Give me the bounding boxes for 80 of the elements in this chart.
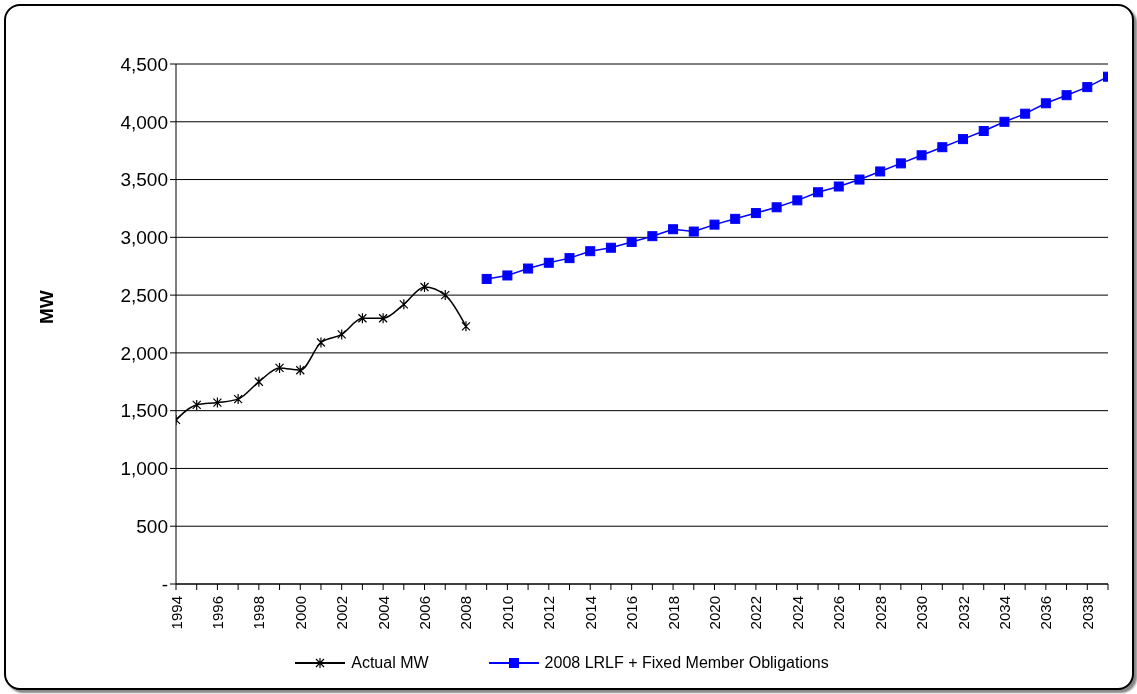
point [916,150,927,161]
y-tick-label: 500 [136,515,168,537]
point [833,181,844,192]
y-tick-label: 4,500 [120,53,168,75]
y-tick-label: 1,500 [120,400,168,422]
y-tick-label: 2,000 [120,342,168,364]
y-tick-label: 3,500 [120,169,168,191]
x-tick-label: 2024 [788,596,806,630]
x-tick-label: 2030 [913,596,931,630]
point [647,231,658,242]
point [357,312,367,324]
point [605,242,616,253]
point [419,281,430,293]
x-tick-label: 1998 [250,596,268,630]
x-tick-label: 2038 [1078,596,1096,630]
y-tick-label: 3,000 [120,227,168,249]
point [564,253,575,264]
point [875,166,886,177]
point [502,270,513,281]
legend-label: 2008 LRLF + Fixed Member Obligations [544,654,829,672]
legend-label: Actual MW [351,654,429,672]
x-tick-label: 2026 [830,596,848,630]
point [895,158,906,169]
point [316,336,326,349]
y-tick-label: 1,000 [120,458,168,480]
point [854,174,865,185]
x-tick-label: 2016 [623,596,641,630]
point [399,298,409,310]
point [212,396,223,409]
x-tick-label: 2022 [747,596,765,630]
point [668,224,679,235]
point [337,328,347,340]
x-tick-label: 2004 [374,596,392,630]
x-tick-label: 2010 [498,596,516,630]
point [999,116,1010,127]
point [1020,108,1031,119]
point [709,219,720,230]
y-tick-label: 2,500 [120,284,168,306]
point [978,126,989,137]
x-tick-label: 2034 [995,596,1013,630]
x-tick-label: 2008 [457,596,475,630]
x-tick-label: 1994 [167,596,185,630]
x-tick-label: 2000 [291,596,309,630]
point [378,312,388,324]
point [813,187,824,198]
point [792,195,803,206]
point [254,376,264,388]
x-tick-label: 2032 [954,596,972,630]
point [688,226,699,237]
point [937,142,948,153]
point [585,246,596,257]
point [750,208,761,219]
x-tick-label: 2002 [333,596,351,630]
point [461,320,471,332]
point [233,393,243,405]
point [523,263,534,274]
point [1061,90,1072,101]
point [626,236,637,247]
point [274,362,285,374]
x-tick-label: 2020 [705,596,723,630]
x-tick-label: 2006 [416,596,434,630]
point [543,257,554,268]
x-tick-label: 2028 [871,596,889,630]
y-tick-label: 4,000 [120,111,168,133]
point [958,134,969,145]
x-tick-label: 2014 [581,596,599,630]
point [481,273,492,284]
point [771,202,782,213]
x-tick-label: 2036 [1037,596,1055,630]
x-tick-label: 1996 [208,596,226,630]
point [295,364,305,376]
x-tick-label: 2018 [664,596,682,630]
point [1082,82,1093,93]
y-axis-title: MW [35,290,57,324]
point [1040,98,1051,109]
y-tick-label: - [161,573,168,595]
point [730,213,741,224]
point [192,399,202,411]
x-tick-label: 2012 [540,596,558,630]
point [440,289,450,301]
